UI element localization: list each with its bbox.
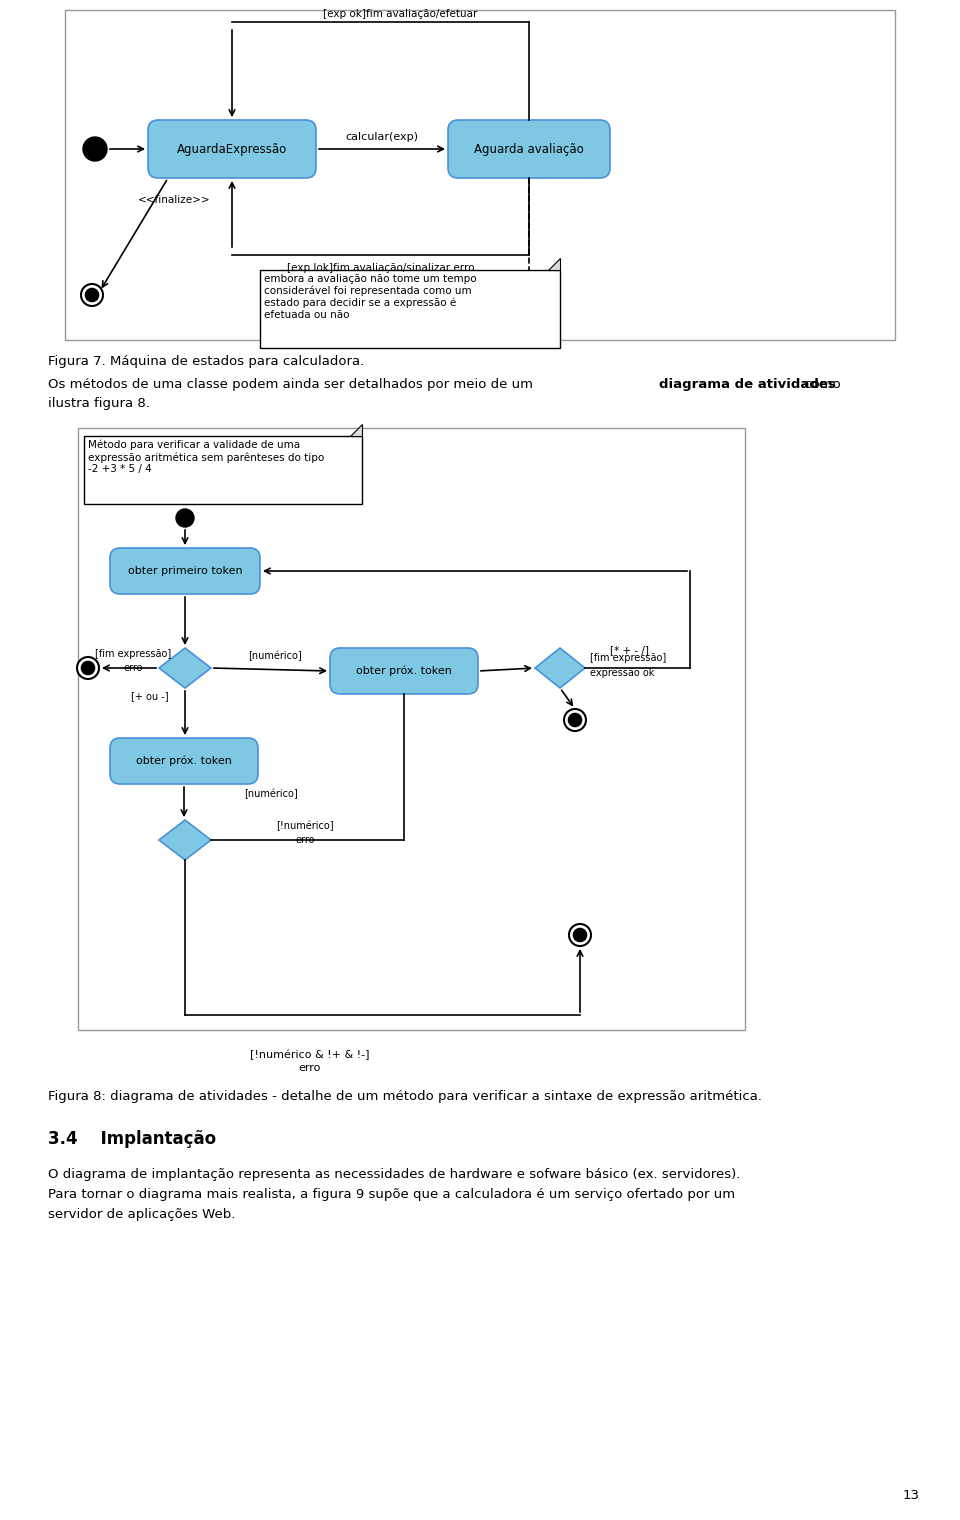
Text: <<finalize>>: <<finalize>> [138,195,210,205]
Text: Os métodos de uma classe podem ainda ser detalhados por meio de um: Os métodos de uma classe podem ainda ser… [48,378,538,391]
Text: Para tornar o diagrama mais realista, a figura 9 supõe que a calculadora é um se: Para tornar o diagrama mais realista, a … [48,1189,735,1201]
FancyBboxPatch shape [330,648,478,695]
Circle shape [85,289,99,301]
Text: obter próx. token: obter próx. token [136,755,232,766]
Text: erro: erro [299,1062,322,1073]
Text: erro: erro [123,663,143,673]
Circle shape [77,657,99,679]
Text: [!numérico]: [!numérico] [276,821,334,831]
Bar [78,429,745,1031]
FancyBboxPatch shape [110,739,258,784]
Text: [numérico]: [numérico] [244,789,298,800]
Text: 13: 13 [903,1490,920,1502]
Circle shape [82,661,95,675]
Text: [fim expressão]: [fim expressão] [590,654,666,663]
Circle shape [568,713,582,727]
Text: [* + - /]: [* + - /] [611,644,650,655]
Polygon shape [535,648,585,689]
Text: calcular(exp): calcular(exp) [346,132,419,141]
Text: embora a avaliação não tome um tempo
considerável foi representada como um
estad: embora a avaliação não tome um tempo con… [264,274,476,321]
Text: [numérico]: [numérico] [248,651,301,661]
Text: como: como [800,378,841,391]
Text: Figura 8: diagrama de atividades - detalhe de um método para verificar a sintaxe: Figura 8: diagrama de atividades - detal… [48,1090,762,1104]
Text: Figura 7. Máquina de estados para calculadora.: Figura 7. Máquina de estados para calcul… [48,356,364,368]
Text: servidor de aplicações Web.: servidor de aplicações Web. [48,1208,235,1221]
FancyBboxPatch shape [148,120,316,178]
Circle shape [573,929,587,941]
Text: obter próx. token: obter próx. token [356,666,452,676]
Bar [260,271,560,348]
Text: expressão ok: expressão ok [590,667,655,678]
Text: O diagrama de implantação representa as necessidades de hardware e sofware básic: O diagrama de implantação representa as … [48,1167,740,1181]
Polygon shape [159,819,211,860]
Polygon shape [350,424,362,436]
Bar [65,11,895,340]
Circle shape [83,137,107,161]
FancyBboxPatch shape [448,120,610,178]
Text: [exp lok]fim avaliação/sinalizar erro: [exp lok]fim avaliação/sinalizar erro [287,263,474,274]
Text: Aguarda avaliação: Aguarda avaliação [474,143,584,155]
Text: diagrama de atividades: diagrama de atividades [659,378,836,391]
Text: AguardaExpressão: AguardaExpressão [177,143,287,155]
Polygon shape [548,258,560,271]
Text: [+ ou -]: [+ ou -] [132,692,169,701]
Circle shape [569,924,591,945]
Text: erro: erro [296,834,315,845]
Circle shape [176,509,194,527]
Circle shape [81,284,103,306]
Text: 3.4    Implantação: 3.4 Implantação [48,1129,216,1148]
Text: obter primeiro token: obter primeiro token [128,565,242,576]
Text: ilustra figura 8.: ilustra figura 8. [48,397,150,410]
Text: [fim expressão]: [fim expressão] [95,649,171,660]
Polygon shape [159,648,211,689]
Circle shape [564,708,586,731]
Text: [!numérico & !+ & !-]: [!numérico & !+ & !-] [251,1050,370,1061]
Text: Método para verificar a validade de uma
expressão aritmética sem parênteses do t: Método para verificar a validade de uma … [88,439,324,474]
Text: [exp ok]fim avaliação/efetuar: [exp ok]fim avaliação/efetuar [324,9,478,20]
Bar [84,436,362,505]
FancyBboxPatch shape [110,549,260,594]
